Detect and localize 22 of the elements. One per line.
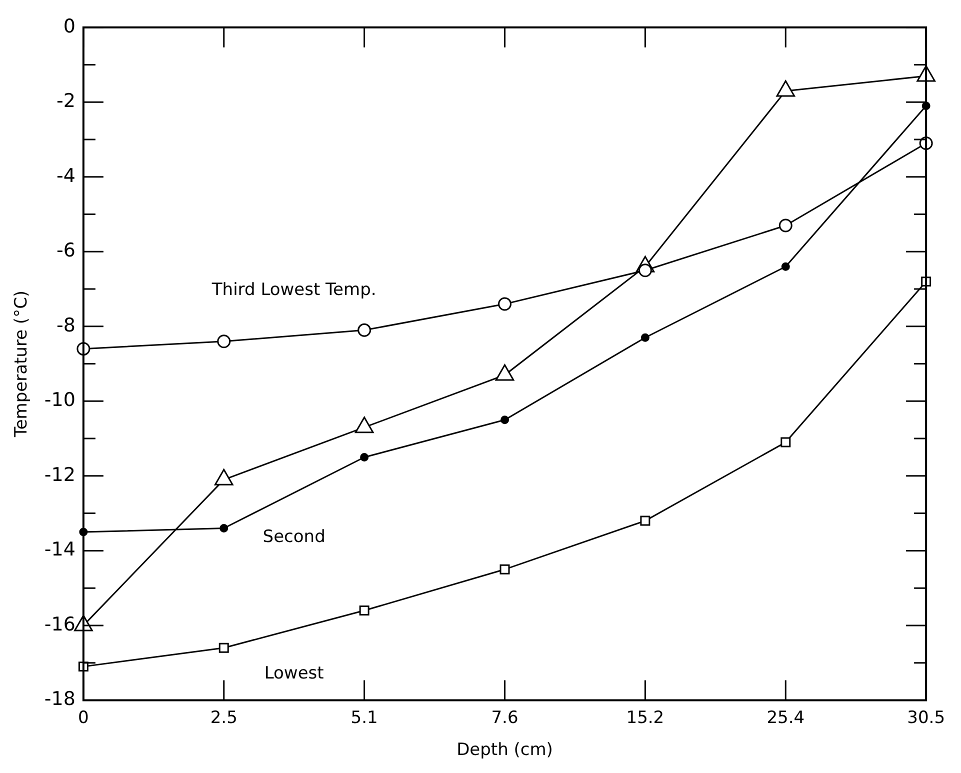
y-tick-label: -4 <box>56 164 76 187</box>
y-tick-label: 0 <box>63 15 76 38</box>
series-label: Third Lowest Temp. <box>210 280 376 300</box>
y-tick-label: -2 <box>56 90 76 112</box>
y-tick-label: -12 <box>44 464 76 486</box>
y-tick-label: -18 <box>44 688 76 710</box>
x-tick-label: 15.2 <box>626 708 664 728</box>
x-axis-title: Depth (cm) <box>456 740 553 760</box>
y-tick-label: -16 <box>44 613 76 636</box>
x-tick-label: 25.4 <box>766 708 805 728</box>
x-tick-label: 0 <box>78 708 89 728</box>
y-axis-title: Temperature (°C) <box>12 290 32 438</box>
series-label: Lowest <box>264 664 324 684</box>
x-tick-label: 5.1 <box>350 708 378 728</box>
x-tick-label: 30.5 <box>907 708 946 728</box>
x-tick-label: 2.5 <box>210 708 238 728</box>
y-tick-label: -14 <box>44 538 76 561</box>
x-tick-label: 7.6 <box>491 708 518 728</box>
series-label: Second <box>262 527 326 548</box>
y-tick-label: -10 <box>44 389 76 412</box>
y-tick-label: -6 <box>56 240 76 262</box>
y-tick-label: -8 <box>56 314 76 336</box>
